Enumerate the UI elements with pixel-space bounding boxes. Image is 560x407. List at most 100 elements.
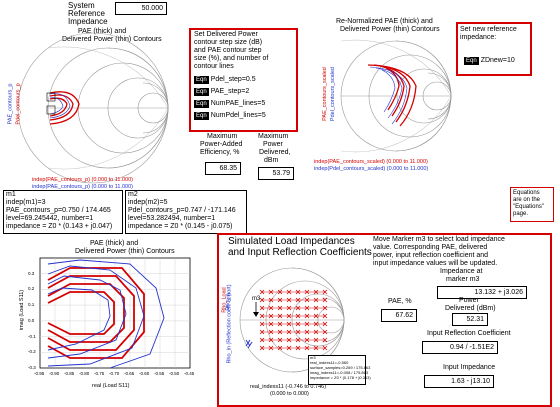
refl-value[interactable]: 0.94 / -1.51E2 [422,341,498,354]
eqn-badge: Eqn [194,88,209,96]
inimp-label: Input Impedance [443,364,496,371]
param-expr: PAE_step=2 [210,88,250,95]
sysref-label-1: System [68,1,95,10]
chart3-ylabel: imag (Load S11) [19,289,26,331]
max-pdel-value[interactable]: 53.79 [258,167,294,180]
marker-m2-box[interactable] [125,190,247,234]
contour-plot[interactable] [39,257,191,369]
eqn-badge: Eqn [464,57,479,65]
info-desc-3: power, input reflection coefficient and [373,252,489,259]
smith2-bottom-1: indep(PAE_contours_scaled) (0.000 to 11.… [314,159,428,165]
smith1-title-1: PAE (thick) and [78,28,127,35]
m2-line-2: indep(m2)=5 [128,199,168,206]
equations-note-4: page. [513,211,529,217]
smith2-side-label-2: Pdel_contours_scaled [330,66,337,122]
equations-note-1: Equations [513,190,540,196]
m2-line-4: level=53.282494, number=1 [128,215,216,222]
param-expr: Pdel_step=0.5 [210,76,256,83]
max-pae-label-2: Power-Added [200,141,243,148]
smith2-chart[interactable] [326,38,466,158]
y-tick-label: 0.1 [28,302,35,308]
pdel-value[interactable]: 52.31 [452,313,488,326]
refl-label: Input Reflection Coefficient [427,330,511,337]
imp-value[interactable]: 13.132 + j3.026 [437,286,527,299]
params-desc-2: contour step size (dB) [194,39,263,46]
y-tick-label: -0.3 [28,364,36,370]
params-desc-3: and PAE contour step [194,47,262,54]
m1-line-1: m1 [6,191,16,198]
equations-note-box [510,187,554,222]
sysref-label-2: Reference [68,9,105,18]
m2-line-1: m2 [128,191,138,198]
x-tick-label: -0.50 [169,371,180,376]
sim-tiny-5: impedance = Z0 * (0.178 + j0.363) [310,375,371,380]
max-pae-label-3: Efficiency, % [200,149,240,156]
sim-title-2: and Input Reflection Coefficients [228,247,372,258]
smith1-title-2: Delivered Power (thin) Contours [62,36,162,43]
imp-label-2: marker m3 [446,276,480,283]
m1-line-4: level=69.245442, number=1 [6,215,94,222]
chart3-title-1: PAE (thick) and [90,240,139,247]
m1-line-2: indep(m1)=3 [6,199,46,206]
sim-tiny-1: m3 [310,355,316,360]
eqn-badge: Eqn [194,76,209,84]
param-expr: NumPAE_lines=5 [210,100,266,107]
sim-marker-m3[interactable]: m3 [252,296,261,302]
sim-marker-readout[interactable] [308,355,366,385]
pae-value[interactable]: 67.62 [381,309,417,322]
max-pdel-label-2: Power [263,141,283,148]
y-tick-label: 0.0 [28,317,35,323]
sim-title-1: Simulated Load Impedances [228,236,355,247]
info-desc-2: value. Corresponding PAE, delivered [373,244,488,251]
x-tick-label: -0.95 [34,371,45,376]
param-line-3[interactable]: Eqn NumPAE_lines=5 [194,99,265,108]
equations-note-2: are on the [513,197,541,203]
pae-label: PAE, % [388,298,412,305]
param-line-1[interactable]: Eqn Pdel_step=0.5 [194,75,256,84]
sim-bottom-2: (0.000 to 0.000) [270,391,309,397]
x-tick-label: -0.85 [64,371,75,376]
smith1-side-label-2: Pdel_contours_p [15,83,22,125]
sysref-value[interactable]: 50.000 [115,2,167,15]
param-expr: NumPdel_lines=5 [210,112,266,119]
m2-line-3: Pdel_contours_p=0.747 / -171.146 [128,207,236,214]
sim-bottom-1: real_indexs11 (-0.746 to 0.746) [250,384,327,390]
equations-note-3: "Equations" [513,204,544,210]
max-pdel-label-1: Maximum [258,133,289,140]
max-pae-value[interactable]: 68.35 [205,162,241,175]
smith1-side-label-1: PAE_contours_p [7,83,14,125]
inimp-value[interactable]: 1.63 - j13.10 [424,375,494,388]
x-tick-label: -0.90 [49,371,60,376]
x-tick-label: -0.60 [139,371,150,376]
x-tick-label: -0.55 [154,371,165,376]
newref-expr: ZDnew=10 [480,57,515,64]
x-tick-label: -0.80 [79,371,90,376]
sim-tiny-2: real_indexs11=-0.560 [310,360,349,365]
chart3-title-2: Delivered Power (thin) Contours [75,248,175,255]
y-tick-label: -0.1 [28,333,36,339]
pdel-label-1: Power [459,297,479,304]
y-tick-label: 0.3 [28,270,35,276]
x-tick-label: -0.70 [109,371,120,376]
m1-line-5: impedance = Z0 * (0.143 + j0.047) [6,223,113,230]
smith1-chart[interactable] [17,32,183,184]
max-pdel-label-3: Delivered, [259,149,291,156]
marker-m1-box[interactable] [3,190,123,234]
params-desc-1: Set Delivered Power [194,31,258,38]
params-desc-4: size (%), and number of [194,55,269,62]
param-line-2[interactable]: Eqn PAE_step=2 [194,87,249,96]
newref-expr-line[interactable]: Eqn ZDnew=10 [464,56,515,65]
sim-side-3: Rho_in [225,293,232,311]
sysref-label-3: Impedance [68,17,108,26]
newref-label-1: Set new reference [460,26,517,33]
info-desc-4: input impedance values will be updated. [373,260,498,267]
smith1-bottom-2: indep(PAE_contours_p) (0.000 to 11.000) [32,184,134,190]
params-desc-5: contour lines [194,63,234,70]
smith2-bottom-2: indep(Pdel_contours_scaled) (0.000 to 11… [314,166,429,172]
eqn-badge: Eqn [194,100,209,108]
chart3-xlabel: real (Load S11) [92,383,130,389]
x-tick-label: -0.75 [94,371,105,376]
param-line-4[interactable]: Eqn NumPdel_lines=5 [194,111,266,120]
newref-label-2: impedance: [460,34,497,41]
m1-line-3: PAE_contours_p=0.750 / 174.465 [6,207,111,214]
